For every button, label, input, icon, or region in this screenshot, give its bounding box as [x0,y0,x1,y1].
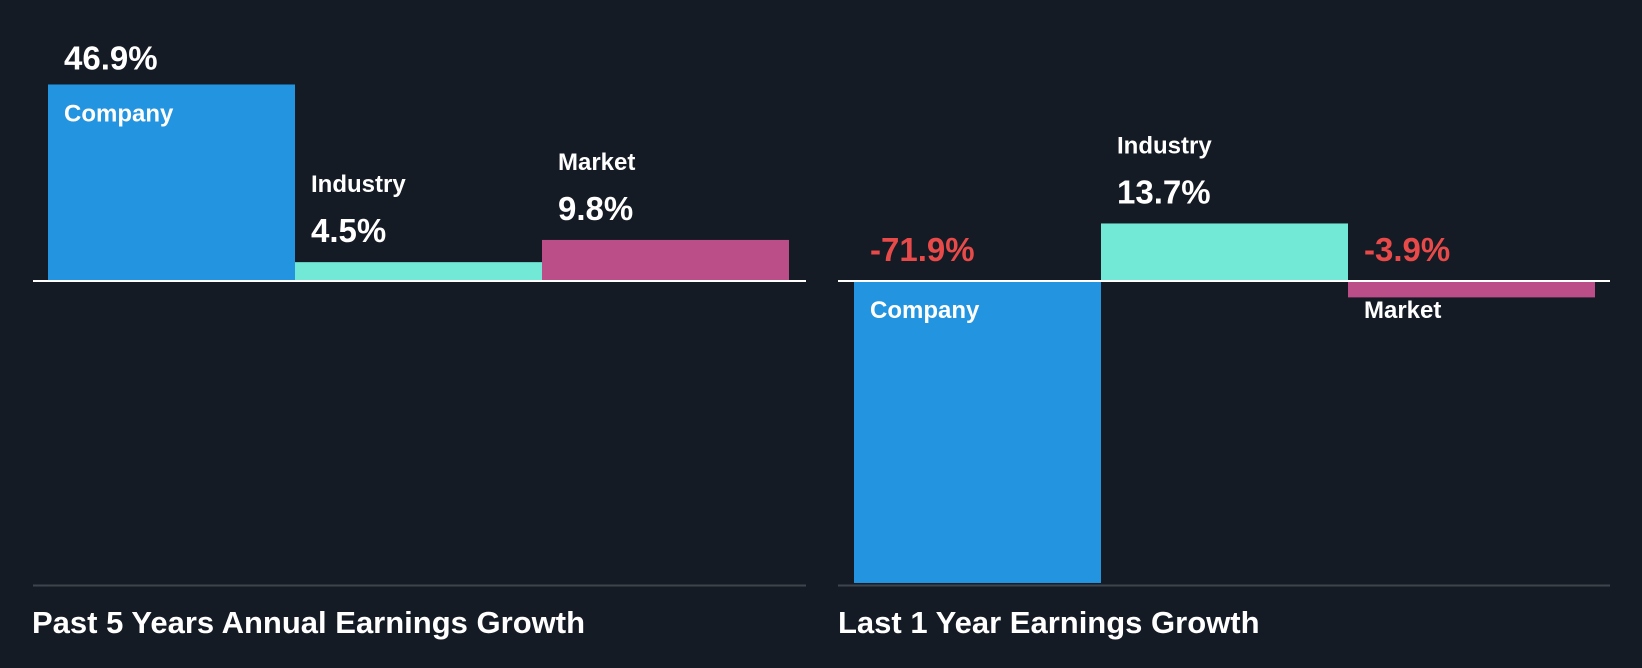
category-label-industry: Industry [1117,132,1212,159]
category-label-company: Company [870,297,980,324]
bar-industry [1101,223,1348,281]
value-label-market: 9.8% [558,190,633,227]
value-label-industry: 4.5% [311,212,386,249]
category-label-industry: Industry [311,171,406,198]
category-label-company: Company [64,100,174,127]
value-label-market: -3.9% [1364,231,1450,268]
chart-panel-1: Company 46.9% Industry 4.5% Market 9.8% [33,39,806,587]
value-label-company: 46.9% [64,39,158,76]
chart-title-past-5-years: Past 5 Years Annual Earnings Growth [32,605,586,640]
value-label-company: -71.9% [870,231,975,268]
bar-market [542,239,789,281]
bar-industry [295,262,542,281]
bar-market [1348,281,1595,298]
chart-title-last-1-year: Last 1 Year Earnings Growth [838,605,1260,640]
value-label-industry: 13.7% [1117,173,1211,210]
category-label-market: Market [1364,297,1441,324]
chart-panel-2: Company -71.9% Industry 13.7% Market -3.9% [838,132,1610,587]
category-label-market: Market [558,149,635,176]
bar-company [48,84,295,281]
bar-company [854,281,1101,583]
